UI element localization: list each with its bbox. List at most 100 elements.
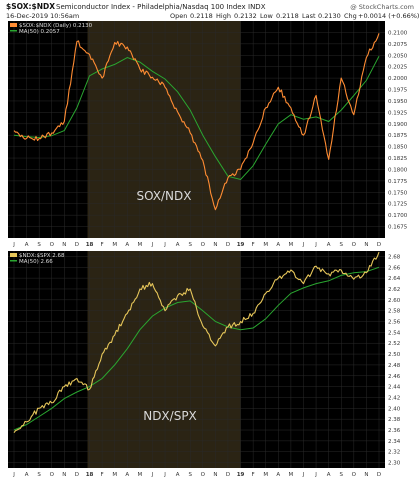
high-label: High (216, 12, 231, 20)
sox-x-tick-label: F (101, 242, 104, 248)
sox-legend-ma: MA(50) 0.2057 (19, 29, 60, 35)
sox-legend-price: $SOX:$NDX (Daily) 0.2130 (19, 23, 93, 29)
sox-y-tick-label: 0.1800 (388, 167, 408, 173)
ndx-y-tick-label: 2.52 (388, 341, 400, 347)
sox-x-tick-label: D (377, 242, 381, 248)
sox-x-tick-label: A (276, 242, 280, 248)
ndx-x-tick-label: A (327, 472, 331, 478)
chart-symbol: $SOX:$NDX (6, 2, 55, 11)
ndx-legend: $NDX:$SPX 2.68 MA(50) 2.66 (10, 253, 65, 265)
sox-legend-ma-swatch (10, 30, 17, 32)
sox-y-axis: 0.2100 0.2075 0.2050 0.2025 0.2000 0.1975 0.19… (388, 30, 408, 230)
ndx-x-tick-label: S (339, 472, 343, 478)
high-value: 0.2132 (234, 12, 257, 20)
sox-x-tick-label: F (252, 242, 255, 248)
sox-x-tick-label: J (302, 242, 305, 248)
ndx-y-tick-label: 2.66 (388, 265, 401, 271)
ndx-y-tick-label: 2.64 (388, 276, 401, 282)
sox-y-tick-label: 0.1950 (388, 99, 408, 105)
sox-x-tick-label: N (213, 242, 217, 248)
ndx-x-tick-label: D (226, 472, 230, 478)
sox-ma50-line (13, 55, 380, 181)
sox-y-tick-label: 0.1900 (388, 122, 408, 128)
ndx-x-tick-label: J (12, 472, 15, 478)
chart-exchange: INDX (248, 3, 266, 11)
ndx-x-tick-label: F (101, 472, 104, 478)
sox-x-tick-label: J (163, 242, 166, 248)
ndx-y-tick-label: 2.48 (388, 363, 401, 369)
sox-x-tick-label: M (137, 242, 142, 248)
sox-x-tick-label: N (364, 242, 368, 248)
ndx-y-tick-label: 2.50 (388, 352, 401, 358)
sox-x-tick-label: 18 (86, 242, 94, 248)
sox-x-tick-label: S (339, 242, 343, 248)
open-label: Open (170, 12, 187, 20)
ndx-y-tick-label: 2.60 (388, 298, 401, 304)
ndx-gridlines (8, 251, 385, 468)
ndx-x-tick-label: N (213, 472, 217, 478)
ndx-x-tick-label: J (314, 472, 317, 478)
ndx-y-tick-label: 2.38 (388, 417, 401, 423)
ndx-spx-overlay-label: NDX/SPX (143, 409, 197, 423)
sox-y-tick-label: 0.1725 (388, 202, 408, 208)
ndx-shaded-period (87, 251, 241, 468)
ndx-legend-swatch (10, 253, 17, 257)
sox-x-tick-label: J (151, 242, 154, 248)
sox-x-tick-label: A (125, 242, 129, 248)
sox-x-tick-label: M (263, 242, 268, 248)
sox-x-tick-label: M (289, 242, 294, 248)
sox-x-tick-label: J (12, 242, 15, 248)
sox-y-tick-label: 0.1750 (388, 190, 408, 196)
sox-legend: $SOX:$NDX (Daily) 0.2130 MA(50) 0.2057 (10, 23, 93, 35)
ndx-x-tick-label: M (263, 472, 268, 478)
sox-y-tick-label: 0.1775 (388, 179, 408, 185)
sox-y-tick-label: 0.1825 (388, 156, 408, 162)
ndx-x-tick-label: A (25, 472, 29, 478)
sox-ndx-panel: 0.2100 0.2075 0.2050 0.2025 0.2000 0.1975 0.19… (8, 21, 408, 238)
sox-y-tick-label: 0.2075 (388, 42, 408, 48)
ndx-y-tick-label: 2.36 (388, 428, 401, 434)
last-value: 0.2130 (318, 12, 341, 20)
sox-x-tick-label: O (201, 242, 206, 248)
ndx-y-tick-label: 2.58 (388, 309, 401, 315)
low-value: 0.2118 (276, 12, 299, 20)
sox-y-tick-label: 0.2100 (388, 30, 408, 36)
ndx-x-tick-label: S (37, 472, 41, 478)
sox-x-tick-label: J (314, 242, 317, 248)
sox-x-tick-label: 19 (237, 242, 245, 248)
sox-y-tick-label: 0.1700 (388, 213, 408, 219)
top-x-axis: J A S O N D 18 F M A M J J A S O N D 19 F M A M J J A S O N D (12, 242, 381, 248)
sox-y-tick-label: 0.1925 (388, 110, 408, 116)
ndx-x-tick-label: M (289, 472, 294, 478)
ndx-x-tick-label: J (163, 472, 166, 478)
bottom-x-axis: J A S O N D 18 F M A M J J A S O N D 19 F M A M J J A S O N D (12, 472, 381, 478)
ndx-x-tick-label: D (377, 472, 381, 478)
ndx-x-tick-label: M (112, 472, 117, 478)
sox-x-tick-label: A (176, 242, 180, 248)
ndx-x-tick-label: O (201, 472, 206, 478)
sox-x-tick-label: A (327, 242, 331, 248)
sox-y-tick-label: 0.2050 (388, 53, 408, 59)
ndx-x-tick-label: 18 (86, 472, 94, 478)
sox-ndx-overlay-label: SOX/NDX (137, 189, 192, 203)
ndx-x-tick-label: N (364, 472, 368, 478)
ndx-x-tick-label: F (252, 472, 255, 478)
sox-shaded-period (87, 21, 241, 238)
sox-x-tick-label: S (188, 242, 192, 248)
sox-x-tick-label: N (62, 242, 66, 248)
sox-y-tick-label: 0.2000 (388, 76, 408, 82)
ndx-y-tick-label: 2.40 (388, 406, 401, 412)
ndx-x-tick-label: J (302, 472, 305, 478)
ndx-x-tick-label: S (188, 472, 192, 478)
sox-gridlines (8, 21, 385, 238)
ndx-y-tick-label: 2.54 (388, 330, 401, 336)
ndx-y-tick-label: 2.62 (388, 287, 400, 293)
sox-x-tick-label: A (25, 242, 29, 248)
sox-y-tick-label: 0.1975 (388, 88, 408, 94)
open-value: 0.2118 (190, 12, 213, 20)
ndx-legend-price: $NDX:$SPX 2.68 (19, 253, 65, 259)
last-label: Last (302, 12, 316, 20)
ndx-y-tick-label: 2.56 (388, 320, 401, 326)
ndx-y-tick-label: 2.44 (388, 385, 401, 391)
